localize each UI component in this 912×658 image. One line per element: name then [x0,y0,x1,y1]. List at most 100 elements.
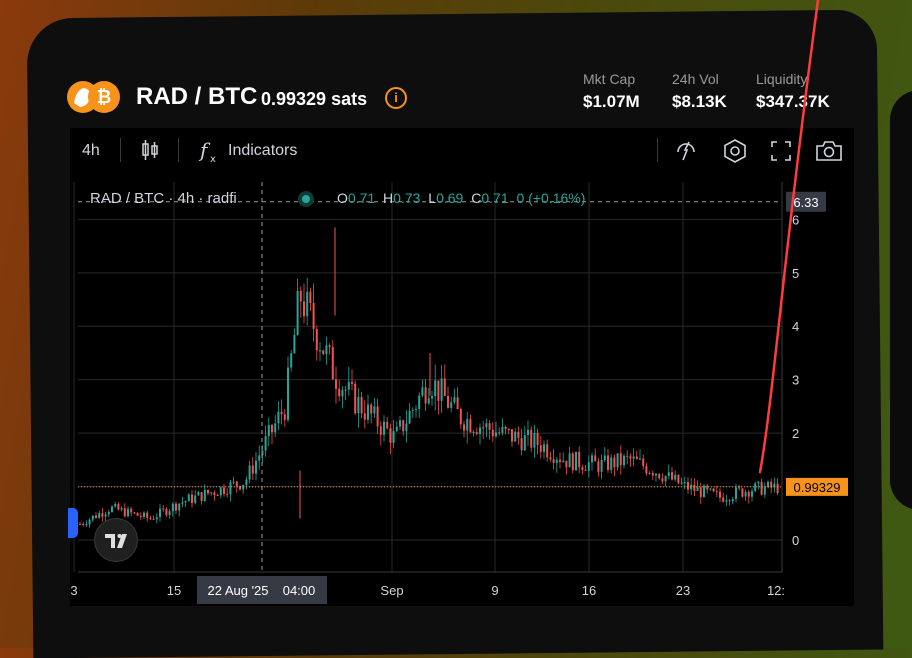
candle-body [117,504,120,510]
candle-body [325,345,328,355]
candle-body [619,453,622,466]
candle-body [552,459,555,463]
candle-body [667,472,670,476]
status-dot-icon [298,191,314,207]
candle-body [85,524,88,526]
drawer-handle[interactable] [68,508,78,538]
candles-icon[interactable] [140,138,160,162]
candle-body [600,459,603,472]
candle-body [354,383,357,414]
candle-body [315,328,318,351]
candle-body [280,411,283,415]
fullscreen-icon[interactable] [770,140,792,162]
candle-body [178,503,181,511]
tradingview-logo[interactable] [94,518,138,562]
candle-body [251,465,254,474]
settings-icon[interactable] [722,138,748,164]
candle-body [629,456,632,459]
token-logo: ₿ [67,81,120,113]
candle-body [747,491,750,497]
candle-body [626,455,629,457]
candle-body [546,444,549,458]
candle-body [296,290,299,335]
info-icon[interactable]: i [385,87,407,109]
candle-body [386,421,389,429]
annotation-stroke [758,0,820,474]
candle-body [207,489,209,494]
candle-body [466,419,469,431]
candle-body [450,402,453,408]
candle-body [111,506,113,512]
candle-body [363,413,366,420]
candle-body [728,500,731,502]
candle-body [693,484,696,491]
candle-body [607,455,609,470]
candle-body [383,421,385,435]
candle-body [773,483,776,488]
candle-body [767,481,769,487]
pair-title: RAD / BTC [136,83,258,110]
indicators-button[interactable]: Indicators [228,142,298,159]
candle-body [418,395,421,409]
candle-body [722,497,725,502]
candle-body [146,512,149,518]
candle-body [680,482,683,484]
candle-body [632,456,635,459]
candle-body [725,500,728,502]
candle-body [699,487,702,498]
last-price-label: 0.99329 [794,480,841,495]
candle-body [703,485,705,498]
alert-icon[interactable] [674,138,698,164]
pair-price: 0.99329 sats [261,89,368,109]
candle-body [376,406,379,427]
candle-body [136,512,139,516]
candle-body [485,423,488,428]
candle-body [603,455,606,460]
candle-body [744,491,747,497]
candle-body [168,511,171,515]
legend-o-label: O [337,190,348,206]
stat-liquidity: Liquidity $347.37K [756,71,830,112]
candle-body [616,453,619,468]
candle-body [181,502,184,504]
stat-mkt-cap: Mkt Cap $1.07M [583,71,640,112]
candle-body [738,487,741,489]
candle-body [715,491,718,493]
x-tick-label: 15 [167,583,181,598]
y-tick-label: 3 [792,373,799,388]
candle-body [239,486,241,490]
crosshair-date-label: 22 Aug '25 [207,583,268,598]
tradingview-logo-icon [105,534,127,548]
candle-body [735,487,737,499]
legend-l-label: L [428,190,437,206]
candle-body [274,423,277,433]
candle-body [645,466,648,474]
candle-body [706,485,709,490]
candle-body [155,517,158,520]
camera-icon[interactable] [815,139,843,163]
candle-body [482,427,485,429]
candle-body [523,435,526,451]
candle-body [139,515,142,517]
candle-body [120,508,123,510]
candle-body [690,484,693,490]
candle-body [559,459,561,462]
chart-panel [70,128,854,606]
interval-button[interactable]: 4h [82,142,100,159]
fx-icon[interactable]: f x [198,138,220,164]
candle-body [197,492,200,496]
candle-body [584,469,587,471]
candle-body [533,432,536,448]
candle-body [507,429,510,431]
candle-body [741,488,744,497]
candle-body [427,398,430,404]
candle-body [504,426,507,430]
candle-body [271,424,273,433]
candle-body [162,508,165,510]
candle-body [235,481,238,487]
y-tick-label: 2 [792,426,799,441]
x-tick-label: 12: [767,583,785,598]
candle-body [456,397,459,409]
candle-body [261,450,264,456]
